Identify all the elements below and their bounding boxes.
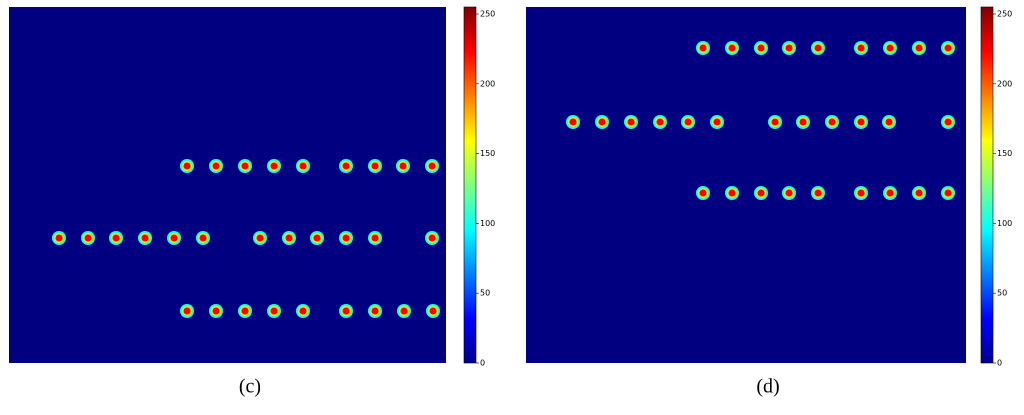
spot-core [757, 44, 765, 52]
spot-core [857, 189, 865, 197]
spot-core [55, 234, 63, 242]
spot-core [84, 234, 92, 242]
spot-core [241, 162, 249, 170]
spot-core [342, 162, 350, 170]
spot-core [212, 162, 220, 170]
colorbar-tick-label: 50 [997, 289, 1007, 298]
spot-core [627, 118, 635, 126]
spot-core [342, 307, 350, 315]
spot-core [757, 189, 765, 197]
spot-core [944, 118, 952, 126]
spot-core [785, 189, 793, 197]
spot-core [371, 162, 379, 170]
colorbar-tick-label: 100 [997, 219, 1012, 228]
spot-core [944, 44, 952, 52]
spot-core [429, 307, 437, 315]
spot-core [256, 234, 264, 242]
spot-core [183, 307, 191, 315]
colorbar [980, 6, 994, 364]
spot-core [799, 118, 807, 126]
spot-core [915, 189, 923, 197]
spot-core [569, 118, 577, 126]
spot-core [814, 44, 822, 52]
spot-core [299, 162, 307, 170]
spot-core [112, 234, 120, 242]
spot-core [428, 234, 436, 242]
panel-caption: (c) [239, 376, 261, 398]
spot-core [170, 234, 178, 242]
spot-core [656, 118, 664, 126]
spot-core [212, 307, 220, 315]
spot-core [728, 189, 736, 197]
spot-core [814, 189, 822, 197]
spot-core [944, 189, 952, 197]
spot-core [399, 162, 407, 170]
spot-core [684, 118, 692, 126]
spot-core [371, 307, 379, 315]
spot-core [598, 118, 606, 126]
spot-core [241, 307, 249, 315]
spot-core [141, 234, 149, 242]
spot-core [885, 118, 893, 126]
spot-core [713, 118, 721, 126]
image-area [9, 7, 446, 363]
spot-core [342, 234, 350, 242]
spot-core [400, 307, 408, 315]
spot-core [915, 44, 923, 52]
spot-core [199, 234, 207, 242]
spot-core [699, 44, 707, 52]
image-area [526, 7, 966, 363]
colorbar-tick-label: 200 [480, 79, 495, 88]
spot-core [857, 118, 865, 126]
spot-core [857, 44, 865, 52]
panel-caption: (d) [756, 376, 779, 398]
spot-core [371, 234, 379, 242]
spot-core [270, 307, 278, 315]
colorbar-tick-label: 250 [480, 9, 495, 18]
colorbar-tick-label: 0 [997, 359, 1002, 368]
colorbar-tick-label: 150 [997, 149, 1012, 158]
spot-core [313, 234, 321, 242]
colorbar-tick-label: 200 [997, 79, 1012, 88]
colorbar-tick-label: 100 [480, 219, 495, 228]
colorbar-tick-label: 0 [480, 359, 485, 368]
spot-core [428, 162, 436, 170]
spot-core [771, 118, 779, 126]
spot-core [699, 189, 707, 197]
spot-core [270, 162, 278, 170]
colorbar-tick-label: 250 [997, 9, 1012, 18]
spot-core [299, 307, 307, 315]
spot-core [886, 189, 894, 197]
colorbar-tick-label: 50 [480, 289, 490, 298]
colorbar [463, 6, 477, 364]
spot-core [285, 234, 293, 242]
colorbar-tick-label: 150 [480, 149, 495, 158]
spot-core [785, 44, 793, 52]
spot-core [728, 44, 736, 52]
spot-core [886, 44, 894, 52]
spot-core [828, 118, 836, 126]
spot-core [183, 162, 191, 170]
